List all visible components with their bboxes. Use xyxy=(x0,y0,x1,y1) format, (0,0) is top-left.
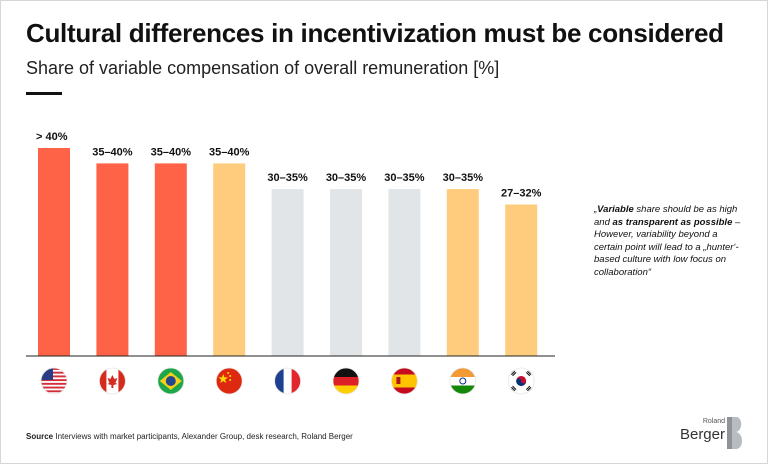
quote-text-1: share should be as high and xyxy=(594,204,738,228)
source-text: Interviews with market participants, Ale… xyxy=(53,432,353,441)
bar-value-label: 30–35% xyxy=(267,172,308,184)
flag-india-icon xyxy=(449,367,477,395)
bar-brazil xyxy=(154,163,187,356)
bar-value-label: 35–40% xyxy=(92,146,133,158)
flag-brazil-icon xyxy=(157,367,185,395)
bar-canada xyxy=(96,163,129,356)
roland-berger-logo: Roland Berger xyxy=(668,414,748,454)
bar-value-label: 35–40% xyxy=(209,146,250,158)
bar-germany xyxy=(330,189,362,356)
bar-india xyxy=(446,189,479,356)
bar-value-label: 30–35% xyxy=(326,172,367,184)
bar-value-label: 27–32% xyxy=(501,187,542,199)
flag-usa-icon xyxy=(40,367,68,395)
quote-open: „ xyxy=(594,204,598,215)
flag-canada-icon xyxy=(99,367,126,395)
quote-text: „Variable share should be as high and as… xyxy=(594,204,744,279)
logo-word-berger: Berger xyxy=(679,426,725,443)
title-underline xyxy=(26,92,62,95)
flag-spain-icon xyxy=(390,367,418,395)
bar-value-label: 30–35% xyxy=(384,172,425,184)
bar-china xyxy=(213,163,246,356)
bar-spain xyxy=(388,189,421,356)
quote-text-2: – However, variability beyond a certain … xyxy=(594,216,741,278)
bar-south-korea xyxy=(505,204,538,356)
flag-france-icon xyxy=(274,367,302,395)
logo-b-icon xyxy=(727,417,742,449)
flag-south-korea-icon xyxy=(507,367,535,395)
bar-value-label: 35–40% xyxy=(151,146,192,158)
quote-bold-2: as transparent as possible xyxy=(612,216,733,228)
source-note: Source Interviews with market participan… xyxy=(26,432,353,441)
slide-subtitle: Share of variable compensation of overal… xyxy=(26,58,500,78)
flag-germany-icon xyxy=(332,367,360,395)
slide-title: Cultural differences in incentivization … xyxy=(26,18,724,48)
bar-usa xyxy=(38,148,70,356)
bar-value-label: 30–35% xyxy=(443,172,484,184)
logo-word-roland: Roland xyxy=(702,418,725,425)
bar-france xyxy=(271,189,304,356)
source-label: Source xyxy=(26,432,54,441)
quote-bold-1: Variable xyxy=(597,204,634,215)
bar-value-label: > 40% xyxy=(36,131,68,143)
flag-china-icon xyxy=(215,367,243,395)
